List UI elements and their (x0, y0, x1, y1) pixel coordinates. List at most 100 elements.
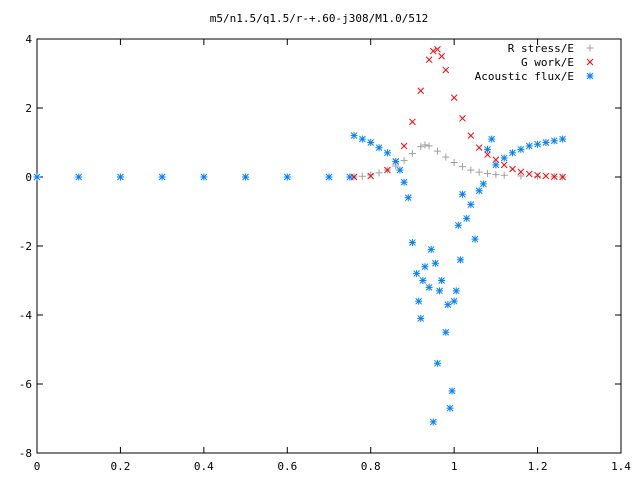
legend-label: Acoustic flux/E (475, 70, 574, 83)
data-point (400, 178, 408, 186)
data-point (350, 132, 358, 140)
data-point (509, 165, 516, 173)
data-point (433, 359, 441, 367)
data-point (475, 187, 483, 195)
data-point (436, 287, 444, 295)
data-point (415, 297, 423, 305)
x-tick-label: 0.6 (277, 460, 297, 473)
data-point (75, 173, 83, 181)
data-point (500, 171, 508, 179)
data-point (33, 173, 41, 181)
data-point (550, 173, 558, 180)
data-point (525, 170, 533, 178)
data-point (492, 171, 500, 179)
y-tick-label: -8 (19, 447, 32, 460)
data-point (367, 171, 375, 179)
data-point (200, 173, 208, 181)
data-point (525, 142, 533, 150)
data-point (358, 135, 366, 143)
data-point (429, 47, 437, 55)
chart-title: m5/n1.5/q1.5/r-+.60-j308/M1.0/512 (210, 12, 429, 25)
data-point (417, 143, 425, 151)
data-point (446, 404, 454, 412)
data-point (517, 172, 525, 180)
legend-marker (586, 44, 594, 52)
x-tick-label: 0.8 (361, 460, 381, 473)
x-tick-label: 1 (451, 460, 458, 473)
data-point (467, 166, 475, 174)
data-point (417, 314, 425, 322)
data-point (408, 239, 416, 247)
legend-label: G work/E (521, 56, 574, 69)
data-point (429, 418, 437, 426)
data-point (392, 157, 400, 165)
data-point (517, 168, 525, 176)
data-point (400, 156, 408, 164)
data-point (444, 301, 452, 309)
data-point (463, 214, 471, 222)
data-point (492, 161, 500, 169)
data-point (458, 190, 466, 198)
data-point (367, 172, 375, 180)
data-point (431, 259, 439, 267)
data-point (442, 66, 450, 74)
legend-label: R stress/E (508, 42, 574, 55)
data-point (450, 94, 458, 101)
data-point (475, 168, 483, 176)
data-point (559, 135, 567, 143)
data-point (467, 201, 475, 209)
data-point (358, 172, 366, 180)
data-point (425, 283, 433, 291)
data-point (550, 137, 558, 145)
data-point (346, 173, 354, 181)
data-point (467, 132, 475, 139)
data-series (33, 46, 567, 426)
data-point (427, 245, 435, 253)
x-tick-label: 1.4 (611, 460, 631, 473)
data-point (542, 139, 550, 146)
data-point (417, 87, 425, 95)
data-point (409, 118, 416, 126)
data-point (421, 263, 429, 271)
data-point (450, 159, 458, 167)
data-point (471, 235, 479, 243)
data-point (559, 173, 566, 181)
data-point (367, 139, 375, 146)
x-tick-label: 0.2 (110, 460, 130, 473)
data-point (116, 173, 124, 181)
data-point (425, 56, 433, 64)
data-point (433, 147, 441, 155)
data-point (421, 141, 429, 149)
data-point (442, 328, 450, 336)
legend-marker (586, 58, 594, 66)
data-point (488, 135, 496, 143)
data-point (442, 153, 450, 161)
data-point (375, 169, 383, 177)
data-point (500, 154, 508, 162)
y-tick-label: 0 (25, 171, 32, 184)
data-point (434, 46, 441, 53)
data-point (419, 277, 427, 284)
data-point (492, 156, 500, 164)
data-point (438, 52, 445, 60)
data-point (383, 149, 391, 157)
data-point (448, 387, 456, 395)
data-point (500, 161, 508, 169)
data-point (450, 297, 458, 305)
data-point (425, 142, 433, 150)
x-tick-label: 0 (34, 460, 41, 473)
data-point (534, 172, 542, 180)
data-point (534, 140, 542, 148)
legend-marker (586, 72, 594, 80)
data-point (404, 194, 412, 202)
data-point (456, 256, 464, 264)
data-point (458, 163, 466, 171)
data-point (475, 144, 483, 152)
data-point (413, 270, 421, 278)
data-point (384, 166, 391, 174)
plot-frame (36, 38, 622, 454)
data-point (454, 221, 462, 229)
x-tick-label: 0.4 (194, 460, 214, 473)
